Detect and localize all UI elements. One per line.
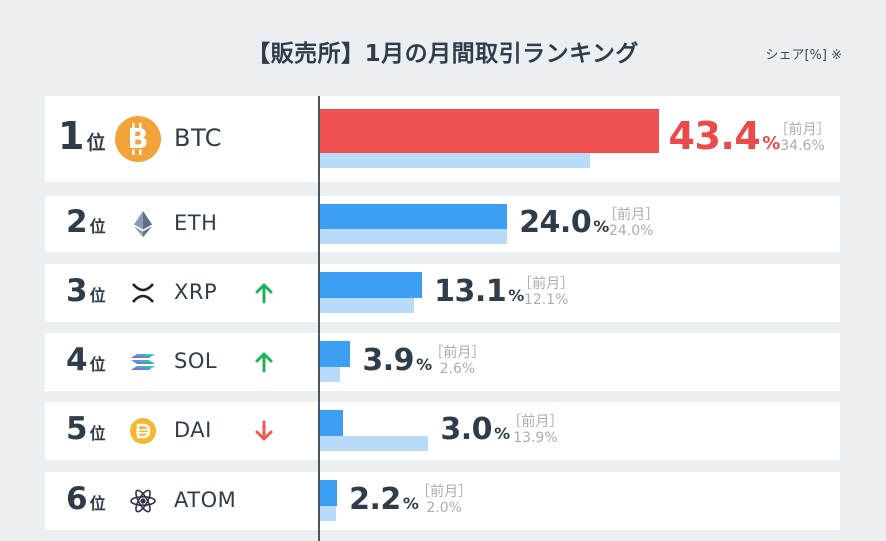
cosmos-icon [129,487,157,515]
bar-current [320,109,659,153]
value-percent: % [762,133,781,154]
previous-month-caption: ［前月］ [603,207,660,223]
coin-symbol: XRP [174,280,218,304]
previous-month-caption: ［前月］ [429,345,486,361]
bar-previous [320,298,415,313]
ranking-row [45,264,840,322]
value-percent: % [593,217,610,236]
coin-symbol: ETH [174,211,218,235]
value-percent: % [494,424,511,443]
share-note: シェア[%] ※ [765,48,842,63]
previous-month-caption: ［前月］ [416,484,473,500]
value-label: 43.4% [669,114,781,158]
rank-number: 5 [66,411,88,447]
previous-month-label: ［前月］ 24.0% [603,207,659,239]
value-number: 3.0 [440,412,493,447]
previous-month-label: ［前月］ 2.6% [429,345,485,377]
previous-month-label: ［前月］ 34.6% [775,122,831,154]
rank-number: 6 [66,481,88,517]
previous-month-value: 13.9% [513,430,558,446]
rank-unit: 位 [89,355,106,374]
value-number: 13.1 [434,274,507,309]
previous-month-value: 2.6% [439,361,476,377]
rank-number: 4 [66,342,88,378]
ranking-row [45,402,840,460]
previous-month-value: 2.0% [426,500,462,516]
previous-month-caption: ［前月］ [774,122,831,138]
bar-current [320,480,338,506]
chart-title: 【販売所】1月の月間取引ランキング [247,41,639,67]
previous-month-value: 12.1% [523,292,569,308]
rank-number: 1 [58,114,85,158]
trend-up-icon [253,281,275,305]
value-percent: % [416,355,433,374]
bar-previous [320,153,590,168]
bar-current [320,341,351,367]
rank-number: 3 [66,273,88,309]
previous-month-label: ［前月］ 2.0% [416,484,472,516]
coin-symbol: DAI [174,418,212,442]
value-percent: % [402,494,419,513]
previous-month-caption: ［前月］ [507,414,564,430]
bar-previous [320,506,336,521]
bar-current [320,272,423,298]
value-label: 3.0% [440,412,510,447]
value-number: 43.4 [668,114,761,158]
rank-unit: 位 [89,424,106,443]
ranking-row [45,472,840,530]
bar-previous [320,229,508,244]
bitcoin-icon: B [115,116,161,162]
rank-unit: 位 [86,132,106,154]
previous-month-value: 34.6% [780,138,825,154]
bar-previous [320,367,341,382]
rank-unit: 位 [89,494,106,513]
svg-text:B: B [127,122,148,155]
coin-symbol: ATOM [174,488,237,512]
value-label: 13.1% [434,274,524,309]
value-number: 3.9 [362,343,415,378]
trend-up-icon [253,350,275,374]
dai-icon [129,417,157,445]
value-percent: % [508,286,525,305]
ranking-row [45,333,840,391]
bar-current [320,204,508,229]
coin-symbol: BTC [174,124,222,152]
bar-current [320,410,344,436]
coin-symbol: SOL [174,349,218,373]
value-label: 24.0% [519,205,609,240]
solana-icon [129,348,157,376]
rank-number: 2 [66,204,88,240]
trend-down-icon [253,419,275,443]
axis-line [318,96,320,541]
ethereum-icon [129,210,157,238]
value-label: 2.2% [349,482,419,517]
value-label: 3.9% [362,343,432,378]
bar-previous [320,436,429,451]
rank-unit: 位 [89,286,106,305]
value-number: 24.0 [519,205,592,240]
previous-month-label: ［前月］ 12.1% [518,276,574,308]
previous-month-caption: ［前月］ [518,276,575,292]
previous-month-label: ［前月］ 13.9% [507,414,563,446]
value-number: 2.2 [349,482,401,517]
rank-unit: 位 [89,217,106,236]
previous-month-value: 24.0% [608,223,654,239]
xrp-icon [129,279,157,307]
